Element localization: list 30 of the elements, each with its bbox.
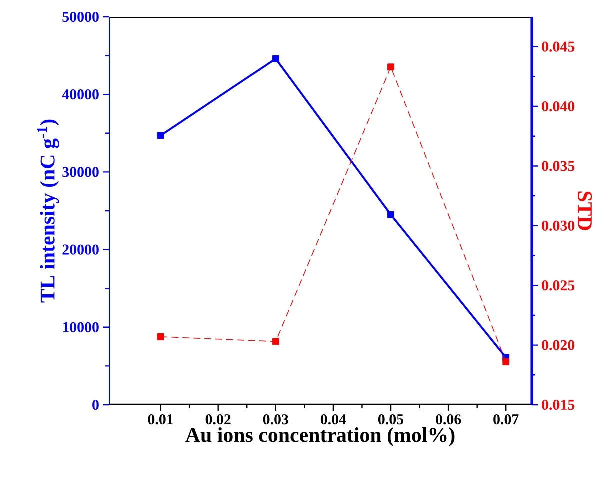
x-tick-label: 0.04 [320, 414, 346, 425]
y-tick-label: 40000 [62, 90, 99, 100]
x-tick-label: 0.03 [263, 414, 288, 425]
y-axis-title: TL intensity (nC g$^{-1}$) [37, 120, 60, 303]
y-tick-label: 0 [92, 400, 99, 410]
y2-tick-label: 0.030 [542, 220, 575, 232]
y2-tick-label: 0.025 [542, 280, 575, 291]
x-tick-label: 0.02 [206, 414, 231, 425]
point [388, 64, 394, 71]
y2-tick-label: 0.040 [542, 101, 575, 112]
x-tick-label: 0.01 [148, 414, 174, 425]
y-tick-label: 20000 [62, 244, 99, 255]
y2-tick-label: 0.045 [542, 42, 575, 52]
y-tick-label: 10000 [63, 322, 99, 332]
y2-axis-title: STD [578, 192, 592, 230]
point [502, 358, 510, 366]
point [157, 132, 164, 140]
x-tick-label: 0.06 [436, 414, 462, 425]
y2-tick-label: 0.020 [542, 340, 575, 350]
y-tick-label: 50000 [62, 12, 99, 22]
x-tick-label: 0.05 [378, 414, 404, 425]
y2-tick-label: 0.015 [542, 400, 575, 410]
point [157, 334, 164, 340]
point [272, 55, 280, 62]
point [272, 338, 280, 346]
y-tick-label: 30000 [62, 167, 99, 178]
x-tick-label: 0.07 [494, 414, 519, 425]
point [388, 211, 394, 218]
y2-tick-label: 0.035 [542, 161, 575, 172]
x-axis-title: Au ions concentration (mol%) [186, 428, 455, 446]
